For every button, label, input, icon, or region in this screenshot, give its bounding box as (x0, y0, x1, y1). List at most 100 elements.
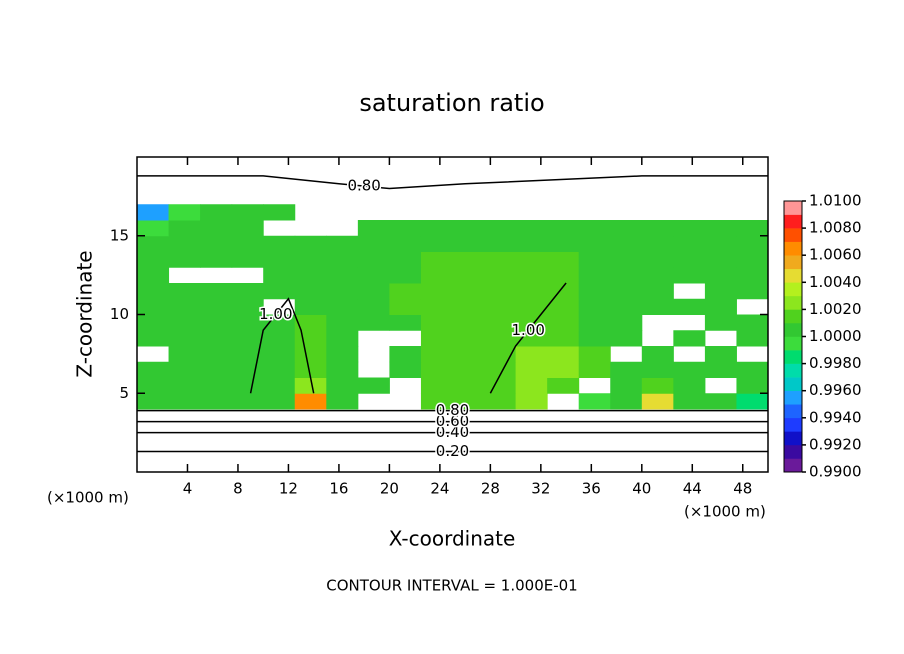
field-cell (326, 298, 359, 315)
x-tick-label: 40 (632, 480, 651, 498)
field-cell (610, 220, 643, 237)
colorbar-swatch (784, 350, 802, 364)
x-tick-label: 28 (481, 480, 500, 498)
field-cell (704, 251, 737, 268)
field-cell (231, 298, 264, 315)
colorbar-label: 0.9900 (809, 463, 862, 481)
field-cell (673, 251, 706, 268)
field-cell (515, 235, 548, 252)
contour-label: 0.60 (436, 412, 469, 430)
field-cell (231, 235, 264, 252)
field-cell (137, 361, 170, 378)
field-cell (641, 267, 674, 284)
field-cell (168, 330, 201, 347)
field-cell (484, 283, 517, 300)
field-cell (641, 377, 674, 394)
field-cell (547, 314, 580, 331)
field-cell (515, 251, 548, 268)
field-cell (578, 393, 611, 410)
field-cell (641, 393, 674, 410)
field-cell (263, 361, 296, 378)
field-cell (200, 377, 233, 394)
field-cell (736, 314, 769, 331)
field-cell (263, 377, 296, 394)
field-cell (137, 377, 170, 394)
field-cell (263, 283, 296, 300)
field-cell (200, 220, 233, 237)
field-cell (137, 220, 170, 237)
field-cell (484, 377, 517, 394)
field-cell (326, 235, 359, 252)
field-cell (736, 393, 769, 410)
colorbar-swatch (784, 322, 802, 337)
x-tick-label: 12 (279, 480, 298, 498)
x-tick-label: 4 (183, 480, 193, 498)
field-cell (200, 393, 233, 410)
x-unit: (×1000 m) (684, 503, 766, 521)
field-cell (704, 346, 737, 363)
field-cell (389, 220, 422, 237)
field-cell (452, 393, 485, 410)
field-cell (610, 298, 643, 315)
field-cell (547, 283, 580, 300)
field-cell (610, 283, 643, 300)
field-cell (452, 361, 485, 378)
y-tick-label: 15 (110, 226, 129, 244)
field-cell (641, 361, 674, 378)
field-cell (610, 235, 643, 252)
x-unit: (×1000 m) (47, 489, 129, 507)
x-tick-label: 48 (733, 480, 752, 498)
field-cell (294, 251, 327, 268)
field-cell (420, 330, 453, 347)
field-cell (484, 314, 517, 331)
x-tick-label: 36 (582, 480, 601, 498)
field-cell (736, 330, 769, 347)
field-cell (137, 330, 170, 347)
colorbar-swatch (784, 458, 802, 473)
field-cell (294, 393, 327, 410)
field-cell (420, 298, 453, 315)
field-cell (420, 346, 453, 363)
field-cell (515, 393, 548, 410)
field-cell (452, 298, 485, 315)
field-cell (200, 283, 233, 300)
field-cell (673, 298, 706, 315)
field-cell (231, 220, 264, 237)
field-cell (357, 267, 390, 284)
colorbar-swatch (784, 377, 802, 391)
field-cell (484, 298, 517, 315)
colorbar-swatch (784, 444, 802, 459)
field-cell (357, 251, 390, 268)
field-cell (547, 220, 580, 237)
field-cell (736, 283, 769, 300)
colorbar-label: 1.0060 (809, 246, 862, 264)
field-cell (263, 204, 296, 221)
field-cell (641, 251, 674, 268)
field-cell (357, 220, 390, 237)
field-cell (326, 377, 359, 394)
field-cell (452, 377, 485, 394)
field-cell (420, 220, 453, 237)
colorbar-swatch (784, 214, 802, 229)
y-axis-label: Z-coordinate (73, 250, 97, 377)
field-cell (484, 346, 517, 363)
field-cell (137, 267, 170, 284)
field-cell (484, 330, 517, 347)
field-cell (515, 361, 548, 378)
field-cell (389, 251, 422, 268)
field-cell (547, 346, 580, 363)
field-cell (389, 298, 422, 315)
x-tick-label: 16 (329, 480, 348, 498)
field-cell (294, 330, 327, 347)
field-cell (420, 283, 453, 300)
contour-line (249, 297, 315, 394)
field-cell (547, 251, 580, 268)
field-cell (484, 220, 517, 237)
colorbar-swatch (784, 431, 802, 446)
field-cell (578, 298, 611, 315)
field-cell (168, 314, 201, 331)
field-cell (704, 283, 737, 300)
field-cell (231, 361, 264, 378)
x-tick-label: 20 (380, 480, 399, 498)
